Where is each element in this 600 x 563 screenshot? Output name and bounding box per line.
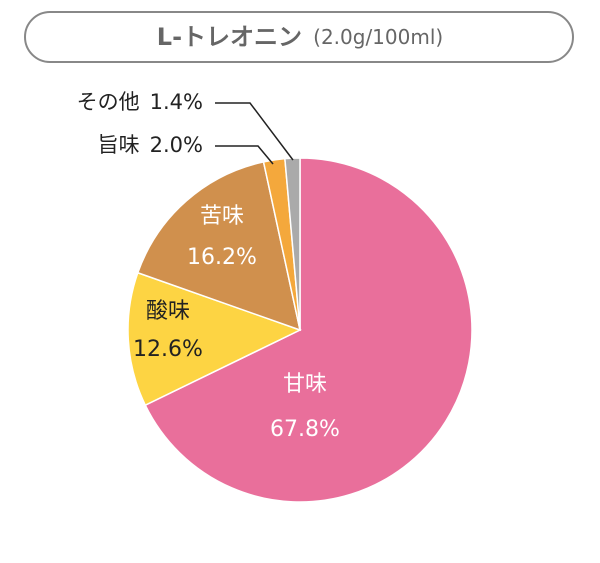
slice-label: 甘味 (283, 372, 327, 397)
value-label: 67.8% (270, 417, 340, 442)
slice (136, 161, 302, 332)
value-label: 2.0% (150, 133, 203, 157)
value-label: 12.6% (133, 337, 203, 362)
slice (127, 271, 302, 407)
slice-label: その他 (77, 90, 140, 114)
value-label: 16.2% (187, 245, 257, 270)
value-label: 1.4% (150, 90, 203, 114)
chart-title: L-トレオニン (157, 23, 302, 51)
pie (127, 157, 473, 503)
leader-line (215, 102, 294, 161)
slice-label: 苦味 (200, 204, 244, 229)
outside-label: その他 1.4% (77, 90, 203, 114)
chart-subtitle: (2.0g/100ml) (313, 25, 443, 49)
title-group: L-トレオニン (2.0g/100ml) (157, 23, 443, 51)
leader-line (215, 145, 274, 165)
labels: 甘味 67.8% 酸味 12.6% 苦味 16.2% 旨味 2.0% その他 1.4% (77, 90, 340, 442)
title-box (24, 11, 574, 63)
slice-label: 酸味 (146, 299, 190, 324)
slice (144, 157, 473, 503)
slice-label: 旨味 (98, 133, 140, 157)
outside-label: 旨味 2.0% (98, 133, 203, 157)
